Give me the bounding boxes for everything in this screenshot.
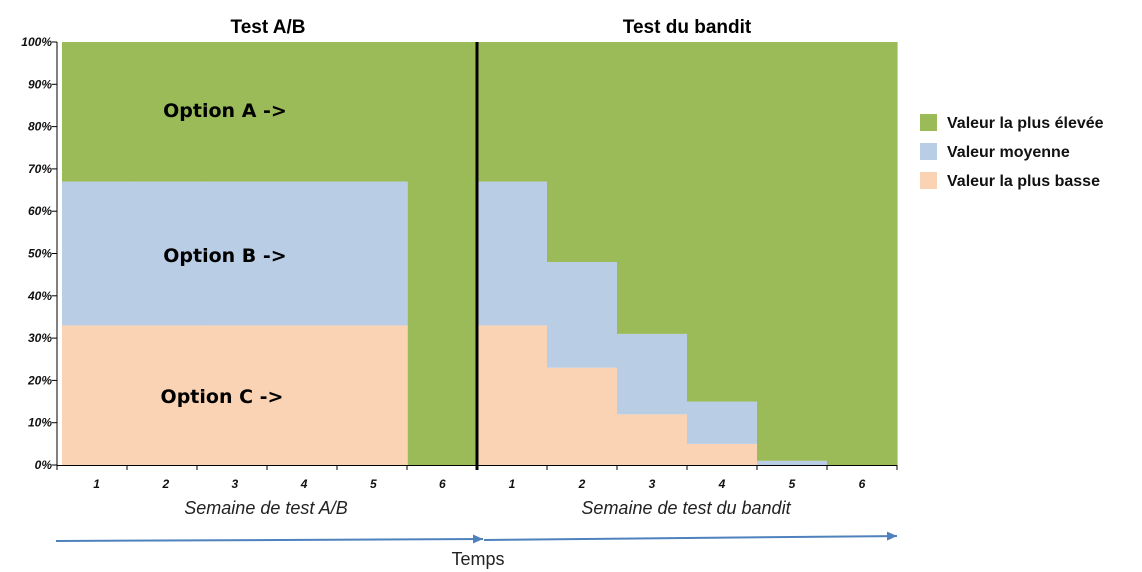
x-tick-label: 4 (300, 477, 308, 491)
option-a-label: Option A -> (163, 100, 287, 122)
legend-swatch-low (920, 172, 937, 189)
area-segment-p1-w1-s1 (62, 325, 132, 465)
area-segment-p2-w1-s2 (477, 181, 548, 326)
area-segment-p2-w6-s3 (827, 42, 898, 465)
area-segment-p1-w5-s2 (338, 181, 409, 326)
x-tick-label: 3 (649, 477, 656, 491)
area-segment-p1-w2-s2 (131, 181, 201, 326)
area-segment-p1-w1-s2 (62, 181, 132, 326)
y-tick-label: 10% (28, 416, 52, 430)
area-segment-p1-w3-s1 (200, 325, 271, 465)
y-tick-label: 70% (28, 162, 52, 176)
legend-label-high: Valeur la plus élevée (947, 115, 1104, 132)
legend-swatch-high (920, 114, 937, 131)
area-segment-p1-w4-s3 (269, 42, 340, 182)
time-arrow-bandit (483, 531, 898, 541)
x-tick-label: 6 (859, 477, 866, 491)
y-tick-label: 20% (27, 373, 52, 387)
area-segment-p2-w5-s2 (757, 460, 828, 465)
x-tick-label: 4 (718, 477, 726, 491)
x-tick-label: 5 (370, 477, 377, 491)
area-segment-p2-w1-s3 (477, 42, 548, 182)
x-tick-labels: 1 2 3 4 5 6 1 2 3 4 5 6 (93, 477, 865, 491)
y-tick-label: 30% (28, 331, 52, 345)
area-segment-p1-w2-s1 (131, 325, 201, 465)
area-segment-p1-w4-s2 (269, 181, 340, 326)
legend-label-low: Valeur la plus basse (947, 173, 1100, 190)
area-segment-p1-w1-s3 (62, 42, 132, 182)
area-segment-p2-w4-s2 (687, 401, 758, 444)
area-segment-p2-w5-s3 (757, 42, 828, 461)
area-segment-p2-w3-s1 (617, 414, 688, 465)
time-arrow-ab (55, 534, 484, 544)
x-axis-label-ab: Semaine de test A/B (184, 498, 347, 518)
area-segment-p1-w3-s3 (200, 42, 271, 182)
panel-title-bandit: Test du bandit (623, 17, 752, 38)
legend-label-mid: Valeur moyenne (947, 144, 1070, 161)
panel-title-ab: Test A/B (231, 17, 306, 38)
y-tick-label: 0% (35, 458, 53, 472)
area-segment-p1-w3-s2 (200, 181, 271, 326)
y-tick-labels: 0% 10% 20% 30% 40% 50% 60% 70% 80% 90% 100% (21, 35, 52, 472)
x-tick-label: 2 (578, 477, 586, 491)
area-segment-p1-w6-s3 (407, 42, 478, 465)
area-segment-p2-w1-s1 (477, 325, 548, 465)
x-tick-label: 1 (509, 477, 516, 491)
area-segment-p1-w5-s3 (338, 42, 409, 182)
area-segment-p2-w2-s1 (547, 367, 618, 465)
x-tick-label: 1 (93, 477, 100, 491)
legend: Valeur la plus élevée Valeur moyenne Valeu… (920, 114, 1104, 190)
legend-swatch-mid (920, 143, 937, 160)
y-tick-label: 90% (28, 77, 52, 91)
area-segment-p2-w2-s3 (547, 42, 618, 262)
y-tick-label: 60% (28, 204, 52, 218)
time-arrows (55, 531, 898, 544)
area-segment-p1-w2-s3 (131, 42, 201, 182)
area-segment-p1-w4-s1 (269, 325, 340, 465)
area-segment-p1-w5-s1 (338, 325, 409, 465)
y-tick-label: 100% (21, 35, 52, 49)
time-label: Temps (451, 549, 504, 569)
chart-area-layer (62, 42, 898, 465)
area-segment-p2-w2-s2 (547, 262, 618, 368)
x-tick-label: 2 (161, 477, 169, 491)
y-tick-label: 40% (27, 289, 52, 303)
area-segment-p2-w4-s3 (687, 42, 758, 402)
x-tick-label: 6 (439, 477, 446, 491)
x-tick-label: 5 (789, 477, 796, 491)
axes (52, 41, 898, 470)
area-segment-p2-w4-s1 (687, 443, 758, 465)
option-annotations: Option A -> Option B -> Option C -> (161, 100, 287, 408)
y-tick-label: 80% (28, 120, 52, 134)
x-tick-label: 3 (232, 477, 239, 491)
option-b-label: Option B -> (163, 245, 286, 267)
area-segment-p2-w3-s3 (617, 42, 688, 334)
area-segment-p2-w3-s2 (617, 333, 688, 415)
y-tick-label: 50% (28, 247, 52, 261)
option-c-label: Option C -> (161, 386, 284, 408)
x-axis-label-bandit: Semaine de test du bandit (581, 498, 791, 518)
